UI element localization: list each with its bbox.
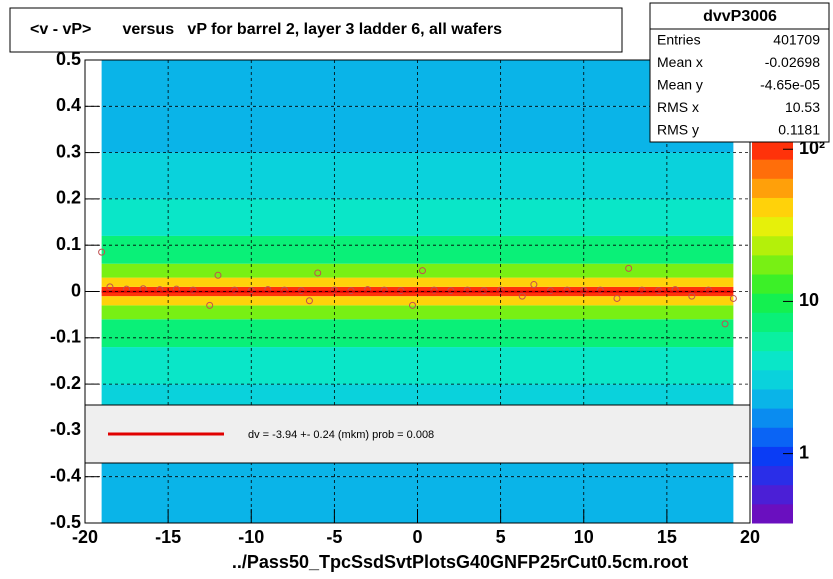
stats-value: 401709 (773, 32, 820, 48)
cell (101, 347, 734, 385)
stats-title: dvvP3006 (703, 8, 777, 25)
z-tick-label: 1 (799, 442, 809, 462)
profile-point (463, 286, 471, 294)
x-tick-label: 10 (574, 527, 594, 547)
profile-point (347, 287, 355, 295)
stats-key: Entries (657, 32, 701, 48)
profile-point (530, 281, 538, 289)
profile-point (106, 283, 114, 291)
profile-point (214, 271, 222, 279)
profile-point (430, 286, 438, 294)
y-tick-label: -0.2 (50, 373, 81, 393)
title-box (9, 7, 623, 53)
colorbar-step (752, 331, 793, 352)
x-tick-label: -10 (238, 527, 264, 547)
x-tick-label: 20 (740, 527, 760, 547)
profile-point (638, 286, 646, 294)
y-tick-label: 0 (71, 280, 81, 300)
profile-point (655, 287, 663, 295)
stats-value: 10.53 (785, 99, 820, 115)
y-tick-label: 0.3 (56, 141, 81, 161)
profile-point (330, 286, 338, 294)
stats-key: Mean x (657, 54, 703, 70)
stats-key: RMS y (657, 122, 699, 138)
y-tick-label: -0.1 (50, 327, 81, 347)
colorbar-step (752, 235, 793, 256)
profile-point (547, 287, 554, 295)
colorbar-step (752, 159, 793, 179)
x-tick-label: 15 (657, 527, 677, 547)
colorbar-step (752, 465, 793, 486)
profile-point (98, 248, 106, 256)
profile-point (721, 320, 729, 328)
profile-point (281, 286, 288, 294)
y-tick-label: 0.2 (56, 188, 81, 208)
y-tick-label: -0.4 (50, 465, 81, 485)
legend-text: dv = -3.94 +- 0.24 (mkm) prob = 0.008 (248, 429, 434, 441)
profile-point (380, 286, 388, 294)
colorbar-step (752, 388, 793, 409)
profile-point (729, 294, 737, 302)
stats-value: 0.1181 (778, 122, 820, 138)
profile-point (418, 267, 426, 275)
colorbar-step (752, 254, 793, 275)
colorbar-step (752, 427, 793, 447)
profile-point (447, 287, 455, 295)
profile-point (497, 286, 505, 294)
stats-key: RMS x (657, 99, 699, 115)
y-tick-label: 0.5 (56, 49, 81, 69)
profile-point (189, 286, 197, 294)
colorbar-step (752, 446, 793, 467)
y-tick-label: -0.5 (50, 512, 81, 532)
colorbar-step (752, 293, 793, 313)
x-tick-label: 5 (496, 527, 506, 547)
profile-point (247, 287, 255, 295)
colorbar-step (752, 178, 793, 198)
x-axis-label: ../Pass50_TpcSsdSvtPlotsG40GNFP25rCut0.5… (232, 552, 688, 572)
colorbar-step (752, 350, 793, 371)
colorbar-step (752, 369, 793, 390)
y-tick-label: 0.1 (56, 234, 81, 254)
x-tick-label: 0 (412, 527, 422, 547)
profile-point (314, 269, 322, 277)
profile-point (704, 286, 712, 294)
profile-point (206, 301, 214, 309)
stats-value: -0.02698 (765, 54, 820, 70)
colorbar-step (752, 197, 793, 218)
profile-point (397, 287, 405, 295)
profile-point (625, 264, 633, 272)
profile-point (688, 292, 696, 300)
colorbar-step (752, 312, 793, 332)
z-tick-label: 10² (799, 138, 825, 158)
profile-point (231, 286, 239, 294)
profile-point (297, 287, 305, 295)
y-tick-label: 0.4 (56, 95, 81, 115)
profile-point (580, 287, 588, 295)
profile-point (480, 287, 488, 295)
colorbar-step (752, 484, 793, 505)
profile-point (613, 294, 621, 302)
colorbar-step (752, 274, 793, 294)
stats-key: Mean y (657, 77, 703, 93)
z-tick-label: 10 (799, 290, 819, 310)
colorbar-step (752, 140, 793, 160)
plot-frame (84, 59, 751, 524)
chart-title: <v - vP> versus vP for barrel 2, layer 3… (30, 21, 502, 38)
stats-box (649, 2, 830, 143)
colorbar-step (752, 216, 793, 237)
profile-point (409, 301, 417, 309)
profile-point (305, 297, 313, 305)
colorbar-step (752, 408, 793, 428)
colorbar-step (752, 503, 793, 524)
profile-point (563, 286, 571, 294)
x-tick-label: -20 (72, 527, 98, 547)
profile-point (596, 286, 604, 294)
profile-point (518, 292, 526, 300)
x-tick-label: -5 (326, 527, 342, 547)
x-tick-label: -15 (155, 527, 181, 547)
y-tick-label: -0.3 (50, 419, 81, 439)
stats-value: -4.65e-05 (760, 77, 820, 93)
